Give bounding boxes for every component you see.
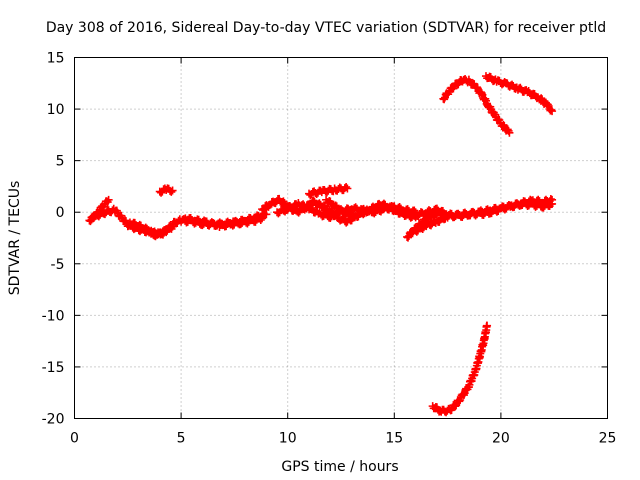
series-arc-3 — [125, 218, 177, 241]
series-arc-12 — [390, 198, 557, 222]
data-point — [258, 214, 267, 223]
plot-frame — [74, 57, 608, 419]
data-point — [256, 216, 265, 225]
data-point — [548, 107, 557, 116]
x-tick-labels: 0 5 10 15 20 25 — [70, 431, 616, 447]
series-arc-13 — [439, 75, 514, 137]
data-point — [102, 197, 111, 206]
data-point — [543, 100, 552, 109]
y-tick-label: -15 — [42, 360, 65, 376]
y-tick-label: 0 — [56, 205, 65, 221]
data-point — [548, 199, 557, 208]
x-tick-label: 20 — [492, 431, 510, 447]
x-axis-label: GPS time / hours — [281, 459, 398, 475]
data-point — [499, 120, 508, 129]
x-tick-label: 0 — [70, 431, 79, 447]
data-point — [262, 210, 271, 219]
data-point — [343, 184, 352, 193]
data-point — [168, 222, 177, 231]
data-point — [342, 182, 351, 191]
data-point — [168, 186, 177, 195]
y-tick-label: -5 — [51, 257, 65, 273]
y-tick-label: 15 — [47, 51, 65, 67]
data-points — [85, 72, 557, 417]
chart-title: Day 308 of 2016, Sidereal Day-to-day VTE… — [46, 20, 606, 36]
data-point — [505, 128, 514, 137]
data-point — [483, 321, 492, 330]
data-point — [167, 187, 176, 196]
series-arc-9 — [322, 195, 356, 221]
series-arc-4 — [181, 213, 267, 231]
x-tick-label: 10 — [279, 431, 297, 447]
data-point — [279, 197, 288, 206]
y-tick-labels: -20 -15 -10 -5 0 5 10 15 — [42, 51, 65, 428]
x-tick-label: 15 — [385, 431, 403, 447]
data-point — [104, 195, 113, 204]
y-tick-label: -10 — [42, 308, 65, 324]
y-tick-label: 10 — [47, 102, 65, 118]
y-tick-label: -20 — [42, 412, 65, 428]
series-arc-8 — [305, 182, 352, 199]
x-tick-label: 25 — [599, 431, 617, 447]
data-point — [147, 226, 156, 235]
series-arc-5 — [155, 184, 177, 197]
series-arc-15 — [428, 321, 492, 417]
series-arc-14 — [481, 72, 557, 116]
grid-lines — [74, 57, 608, 419]
axis-ticks — [74, 57, 608, 419]
data-point — [404, 233, 413, 242]
data-point — [347, 211, 356, 220]
y-tick-label: 5 — [56, 154, 65, 170]
data-point — [547, 105, 556, 114]
x-tick-label: 5 — [177, 431, 186, 447]
y-axis-label: SDTVAR / TECUs — [7, 181, 23, 296]
